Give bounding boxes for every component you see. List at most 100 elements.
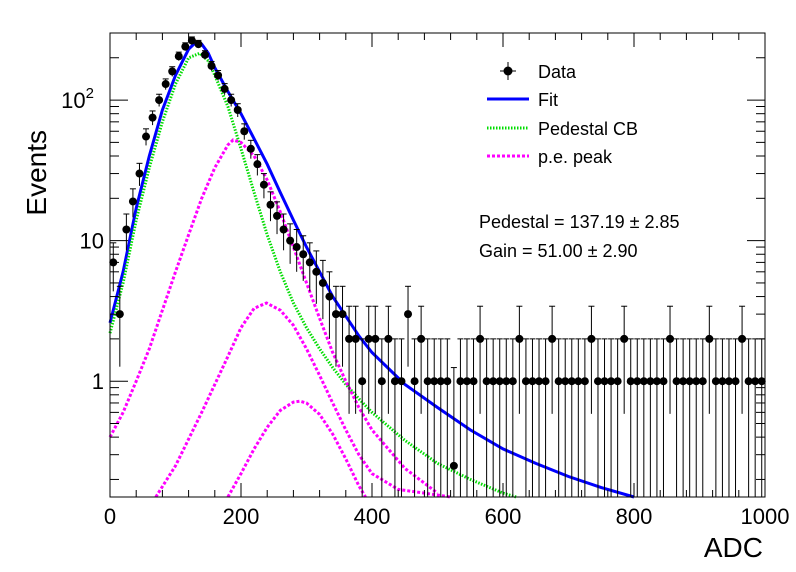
data-point xyxy=(305,242,314,292)
data-marker xyxy=(299,250,308,259)
data-point xyxy=(476,305,485,414)
data-point xyxy=(266,191,275,222)
data-point xyxy=(679,338,688,497)
data-point xyxy=(220,83,229,95)
data-point xyxy=(489,338,498,497)
data-marker xyxy=(331,310,340,319)
data-marker xyxy=(672,377,681,386)
data-point xyxy=(731,338,740,497)
data-marker xyxy=(325,292,334,301)
data-marker xyxy=(364,334,373,343)
data-marker xyxy=(207,61,216,70)
data-marker xyxy=(115,310,124,319)
x-tick-label: 600 xyxy=(485,504,522,529)
data-marker xyxy=(233,105,242,114)
data-marker xyxy=(259,180,268,189)
data-marker xyxy=(312,267,321,276)
data-marker xyxy=(148,113,157,122)
legend: Data Fit Pedestal CB p.e. peak xyxy=(487,62,638,167)
x-tick-label: 400 xyxy=(354,504,391,529)
data-marker xyxy=(397,377,406,386)
data-point xyxy=(318,259,327,320)
data-point xyxy=(200,50,209,60)
legend-label-pedestal: Pedestal CB xyxy=(538,119,638,139)
x-tick-label: 800 xyxy=(616,504,653,529)
param-gain: Gain = 51.00 ± 2.90 xyxy=(479,241,638,261)
y-axis-title: Events xyxy=(21,130,52,216)
data-marker xyxy=(240,127,249,136)
data-point xyxy=(358,338,367,497)
data-point xyxy=(528,338,537,497)
data-marker xyxy=(122,225,131,234)
data-point xyxy=(607,338,616,497)
data-marker xyxy=(561,377,570,386)
data-point xyxy=(194,39,203,49)
data-marker xyxy=(548,334,557,343)
data-layer xyxy=(109,36,766,497)
data-marker xyxy=(502,377,511,386)
data-marker xyxy=(351,334,360,343)
data-point xyxy=(449,367,458,497)
data-point xyxy=(410,338,419,497)
data-marker xyxy=(705,334,714,343)
data-point xyxy=(286,223,295,264)
data-marker xyxy=(724,377,733,386)
plot-frame xyxy=(109,32,766,498)
series-pedestal-cb xyxy=(108,51,517,499)
param-pedestal: Pedestal = 137.19 ± 2.85 xyxy=(479,212,680,232)
data-marker xyxy=(286,236,295,245)
data-point xyxy=(692,338,701,497)
data-marker xyxy=(449,461,458,470)
data-point xyxy=(600,338,609,497)
data-marker xyxy=(220,84,229,93)
data-marker xyxy=(521,377,530,386)
x-tick-label: 0 xyxy=(104,504,116,529)
x-axis-title: ADC xyxy=(704,532,763,563)
data-point xyxy=(364,305,373,414)
data-marker xyxy=(456,377,465,386)
data-marker xyxy=(187,36,196,45)
data-point xyxy=(724,338,733,497)
legend-entry-data: Data xyxy=(500,62,577,82)
data-marker xyxy=(738,334,747,343)
data-point xyxy=(384,305,393,414)
data-marker xyxy=(128,197,137,206)
data-marker xyxy=(469,377,478,386)
data-marker xyxy=(554,377,563,386)
x-tick-label: 200 xyxy=(223,504,260,529)
series-p-e-peak-2 xyxy=(154,301,451,499)
data-point xyxy=(142,128,151,146)
data-point xyxy=(338,285,347,367)
data-point xyxy=(515,305,524,414)
data-marker xyxy=(482,377,491,386)
data-point xyxy=(259,173,268,199)
data-point xyxy=(646,338,655,497)
data-marker xyxy=(410,377,419,386)
data-marker xyxy=(305,258,314,267)
data-marker xyxy=(489,377,498,386)
data-point xyxy=(462,338,471,497)
legend-entry-pedestal: Pedestal CB xyxy=(487,119,638,139)
data-marker xyxy=(181,42,190,51)
legend-label-data: Data xyxy=(538,62,577,82)
data-point xyxy=(639,338,648,497)
data-point xyxy=(273,201,282,235)
data-marker xyxy=(607,377,616,386)
data-marker xyxy=(142,132,151,141)
data-marker xyxy=(266,200,275,209)
data-point xyxy=(469,338,478,497)
data-marker xyxy=(443,377,452,386)
data-marker xyxy=(135,169,144,178)
data-point xyxy=(214,70,223,81)
data-point xyxy=(541,338,550,497)
data-point xyxy=(325,271,334,339)
data-marker xyxy=(194,40,203,49)
data-marker xyxy=(253,160,262,169)
data-point xyxy=(161,78,170,90)
data-point xyxy=(397,338,406,497)
data-point xyxy=(128,188,137,218)
data-point xyxy=(187,36,196,45)
data-point xyxy=(593,338,602,497)
data-marker xyxy=(155,96,164,105)
data-marker xyxy=(633,377,642,386)
